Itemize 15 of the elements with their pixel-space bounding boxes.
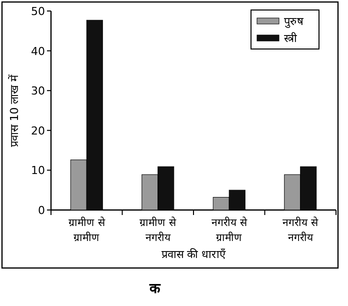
y-tick-label: 10	[31, 164, 45, 178]
y-axis-title: प्रवास 10 लाख में	[8, 74, 21, 147]
x-tick-label: नगरीय से नगरीय	[282, 216, 320, 244]
x-tick-label: नगरीय से ग्रामीण	[211, 216, 248, 244]
y-tick-label: 50	[31, 5, 45, 18]
y-tick-label: 40	[31, 44, 45, 58]
y-tick-label: 20	[31, 124, 45, 138]
x-tick-label: ग्रामीण से नगरीय	[140, 216, 178, 244]
y-tick-label: 30	[31, 84, 45, 98]
legend-label: पुरुष	[284, 15, 304, 28]
text: क	[148, 281, 162, 297]
x-tick-label: ग्रामीण से ग्रामीण	[68, 216, 106, 244]
y-tick-label: 0	[38, 204, 45, 217]
legend-label: स्त्री	[284, 32, 297, 45]
x-axis-title: प्रवास की धाराएँ	[162, 248, 226, 261]
